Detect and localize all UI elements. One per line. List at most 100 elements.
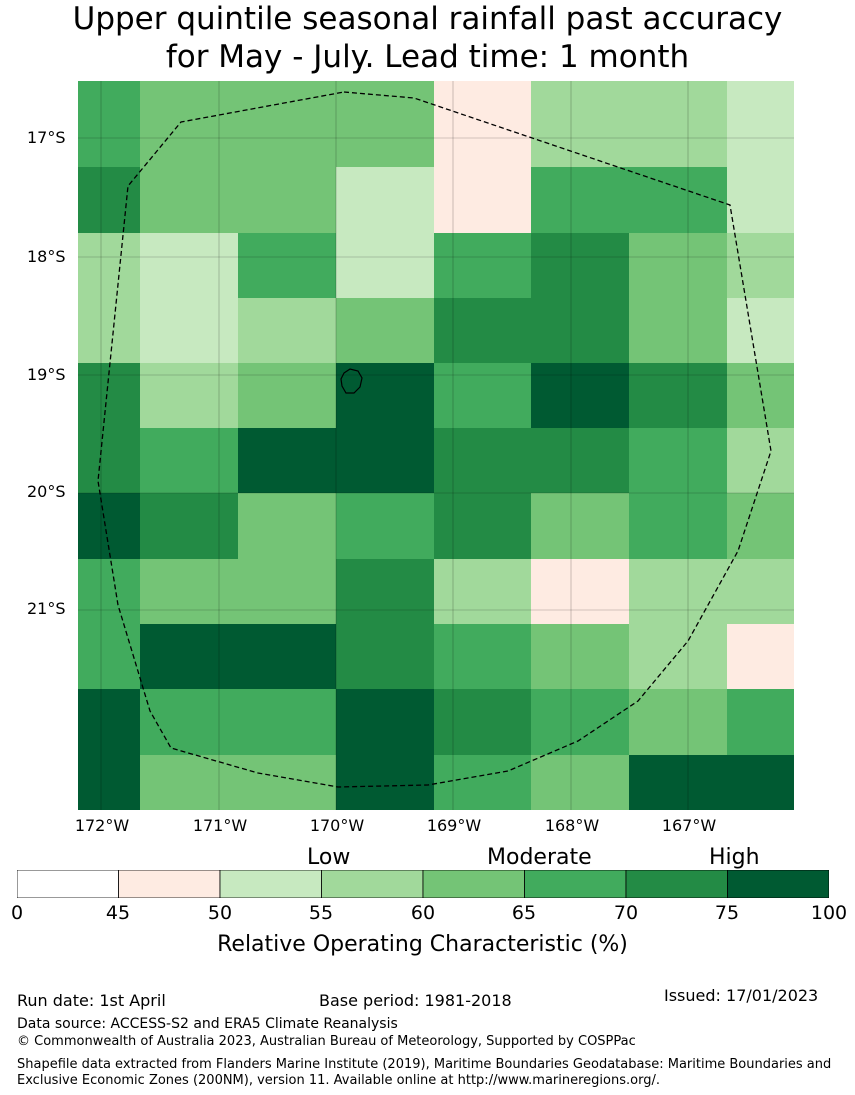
grid-cell bbox=[629, 363, 727, 428]
lon-label-167w: 167°W bbox=[661, 816, 717, 835]
grid-cell bbox=[727, 81, 794, 167]
issued-date: Issued: 17/01/2023 bbox=[664, 986, 819, 1005]
grid-cell bbox=[238, 689, 336, 755]
grid-cell bbox=[727, 559, 794, 624]
grid-cell bbox=[629, 493, 727, 559]
grid-cell bbox=[434, 428, 531, 493]
grid-cell bbox=[629, 559, 727, 624]
lat-label-19s: 19°S bbox=[27, 365, 66, 384]
grid-cell bbox=[434, 81, 531, 167]
grid-cell bbox=[434, 363, 531, 428]
colorbar-tick-45: 45 bbox=[105, 902, 131, 924]
map-grid bbox=[78, 81, 794, 810]
grid-cell bbox=[140, 81, 238, 167]
lat-label-18s: 18°S bbox=[27, 247, 66, 266]
grid-cell bbox=[434, 559, 531, 624]
grid-cell bbox=[629, 689, 727, 755]
grid-cell bbox=[140, 233, 238, 298]
lon-label-169w: 169°W bbox=[426, 816, 482, 835]
grid-cell bbox=[78, 428, 140, 493]
colorbar-tick-60: 60 bbox=[410, 902, 436, 924]
grid-cell bbox=[531, 428, 629, 493]
grid-cell bbox=[531, 493, 629, 559]
base-period: Base period: 1981-2018 bbox=[319, 991, 512, 1010]
grid-cell bbox=[336, 167, 434, 233]
grid-cell bbox=[336, 363, 434, 428]
grid-cell bbox=[531, 689, 629, 755]
lon-label-172w: 172°W bbox=[74, 816, 130, 835]
grid-cell bbox=[629, 298, 727, 363]
lon-label-168w: 168°W bbox=[544, 816, 600, 835]
grid-cell bbox=[78, 81, 140, 167]
grid-cell bbox=[434, 493, 531, 559]
lat-label-17s: 17°S bbox=[27, 128, 66, 147]
grid-cell bbox=[727, 428, 794, 493]
grid-cell bbox=[238, 298, 336, 363]
colorbar-swatch bbox=[321, 869, 424, 899]
rainfall-accuracy-map bbox=[78, 81, 794, 810]
grid-cell bbox=[629, 81, 727, 167]
colorbar-swatch bbox=[524, 869, 627, 899]
island-outline bbox=[340, 368, 363, 394]
grid-cell bbox=[78, 233, 140, 298]
chart-title: Upper quintile seasonal rainfall past ac… bbox=[0, 0, 855, 76]
grid-cell bbox=[336, 689, 434, 755]
title-line-1: Upper quintile seasonal rainfall past ac… bbox=[72, 1, 783, 37]
colorbar-tick-65: 65 bbox=[511, 902, 537, 924]
run-date: Run date: 1st April bbox=[17, 991, 166, 1010]
grid-cell bbox=[434, 624, 531, 689]
grid-cell bbox=[531, 233, 629, 298]
legend-category-high: High bbox=[709, 845, 760, 870]
colorbar-tick-0: 0 bbox=[10, 902, 24, 924]
grid-cell bbox=[140, 167, 238, 233]
grid-cell bbox=[336, 493, 434, 559]
lon-label-171w: 171°W bbox=[192, 816, 248, 835]
grid-cell bbox=[336, 624, 434, 689]
colorbar-swatch bbox=[727, 869, 830, 899]
grid-cell bbox=[238, 233, 336, 298]
grid-cell bbox=[238, 624, 336, 689]
grid-cell bbox=[238, 428, 336, 493]
lat-label-21s: 21°S bbox=[27, 599, 66, 618]
grid-cell bbox=[727, 298, 794, 363]
grid-cell bbox=[140, 559, 238, 624]
legend-category-moderate: Moderate bbox=[487, 845, 592, 870]
grid-cell bbox=[434, 689, 531, 755]
grid-cell bbox=[336, 298, 434, 363]
grid-cell bbox=[336, 233, 434, 298]
grid-cells bbox=[78, 81, 794, 810]
grid-cell bbox=[238, 755, 336, 810]
grid-cell bbox=[531, 81, 629, 167]
grid-cell bbox=[629, 428, 727, 493]
colorbar-swatch bbox=[16, 869, 119, 899]
grid-cell bbox=[140, 755, 238, 810]
grid-cell bbox=[434, 167, 531, 233]
colorbar-swatch bbox=[422, 869, 525, 899]
grid-cell bbox=[629, 167, 727, 233]
grid-cell bbox=[727, 624, 794, 689]
grid-cell bbox=[629, 624, 727, 689]
colorbar bbox=[16, 869, 830, 899]
colorbar-title: Relative Operating Characteristic (%) bbox=[217, 932, 628, 957]
grid-cell bbox=[238, 167, 336, 233]
grid-cell bbox=[336, 755, 434, 810]
graticule bbox=[78, 81, 794, 810]
grid-cell bbox=[140, 624, 238, 689]
colorbar-swatches bbox=[16, 869, 830, 899]
colorbar-tick-75: 75 bbox=[714, 902, 740, 924]
colorbar-tick-70: 70 bbox=[613, 902, 639, 924]
grid-cell bbox=[78, 559, 140, 624]
grid-cell bbox=[727, 493, 794, 559]
grid-cell bbox=[531, 624, 629, 689]
grid-cell bbox=[140, 493, 238, 559]
grid-cell bbox=[531, 755, 629, 810]
grid-cell bbox=[336, 428, 434, 493]
copyright: © Commonwealth of Australia 2023, Austra… bbox=[17, 1034, 636, 1049]
legend-category-low: Low bbox=[307, 845, 351, 870]
grid-cell bbox=[336, 559, 434, 624]
grid-cell bbox=[434, 298, 531, 363]
grid-cell bbox=[238, 493, 336, 559]
data-source: Data source: ACCESS-S2 and ERA5 Climate … bbox=[17, 1016, 398, 1032]
grid-cell bbox=[727, 233, 794, 298]
grid-cell bbox=[727, 363, 794, 428]
